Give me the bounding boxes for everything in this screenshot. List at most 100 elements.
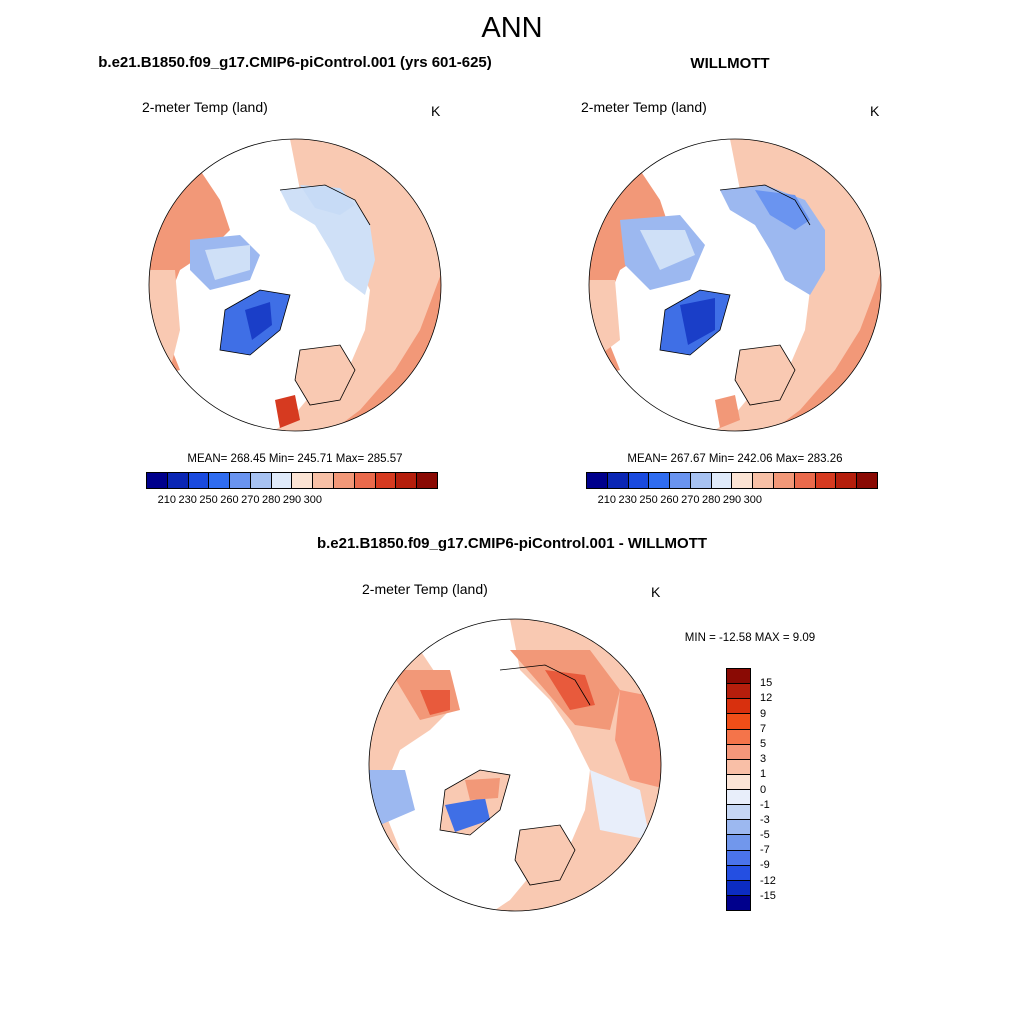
colorbar-tick-label: -5	[760, 829, 770, 842]
colorbar-tick-label: 12	[760, 692, 773, 705]
model-polar-map	[148, 138, 442, 432]
colorbar-tick-label: 300	[743, 494, 763, 506]
colorbar-swatch	[753, 473, 775, 488]
colorbar-swatch	[727, 759, 750, 775]
colorbar-swatch	[188, 473, 210, 488]
british-isles-region	[275, 395, 300, 428]
colorbar-tick-label: 290	[282, 494, 302, 506]
colorbar-swatch	[396, 473, 418, 488]
colorbar-swatch	[607, 473, 629, 488]
colorbar-swatch	[250, 473, 272, 488]
colorbar-swatch	[167, 473, 189, 488]
colorbar-tick-label: 210	[157, 494, 177, 506]
colorbar-swatch	[727, 714, 750, 730]
colorbar-tick-label: 230	[618, 494, 637, 506]
colorbar-tick-label: -12	[760, 874, 776, 887]
colorbar-tick-label: -7	[760, 844, 770, 857]
colorbar-tick-label: 1	[760, 768, 767, 781]
colorbar-swatch	[815, 473, 837, 488]
diff-colorbar	[726, 668, 751, 911]
diff-units-label: K	[651, 584, 661, 600]
colorbar-swatch	[727, 699, 750, 715]
colorbar-tick-label: 9	[760, 707, 767, 720]
diff-panel-title: b.e21.B1850.f09_g17.CMIP6-piControl.001 …	[316, 535, 708, 552]
colorbar-swatch	[375, 473, 397, 488]
colorbar-swatch	[727, 790, 750, 806]
obs-stats-label: MEAN= 267.67 Min= 242.06 Max= 283.26	[627, 453, 843, 465]
colorbar-swatch	[670, 473, 691, 488]
model-stats-label: MEAN= 268.45 Min= 245.71 Max= 285.57	[187, 453, 403, 465]
colorbar-tick-label: 280	[261, 494, 281, 506]
colorbar-tick-label: 300	[303, 494, 323, 506]
colorbar-swatch	[354, 473, 376, 488]
colorbar-tick-label: 290	[722, 494, 742, 506]
diff-variable-label: 2-meter Temp (land)	[362, 581, 488, 597]
colorbar-tick-label: -1	[760, 798, 770, 811]
colorbar-tick-label: 260	[660, 494, 679, 506]
colorbar-swatch	[147, 473, 168, 488]
diff-colorbar-ticks: 15 12 9 7 5 3 1 0 -1 -3 -5 -7 -9 -12 -15	[760, 668, 800, 911]
colorbar-swatch	[732, 473, 754, 488]
colorbar-swatch	[727, 684, 750, 700]
colorbar-swatch	[774, 473, 795, 488]
colorbar-swatch	[727, 895, 750, 910]
colorbar-swatch	[690, 473, 712, 488]
colorbar-swatch	[334, 473, 355, 488]
colorbar-swatch	[230, 473, 251, 488]
colorbar-swatch	[727, 669, 750, 685]
colorbar-swatch	[727, 805, 750, 821]
colorbar-swatch	[313, 473, 335, 488]
colorbar-swatch	[857, 473, 877, 488]
model-colorbar	[146, 472, 438, 489]
diff-polar-map	[368, 618, 662, 912]
colorbar-tick-label: 230	[178, 494, 197, 506]
colorbar-swatch	[711, 473, 733, 488]
obs-panel-title: WILLMOTT	[690, 55, 770, 72]
colorbar-tick-label: -9	[760, 859, 770, 872]
colorbar-swatch	[836, 473, 858, 488]
colorbar-tick-label: -15	[760, 889, 776, 902]
colorbar-swatch	[271, 473, 293, 488]
colorbar-tick-label: 0	[760, 783, 767, 796]
obs-units-label: K	[870, 103, 880, 119]
colorbar-tick-label: 260	[220, 494, 239, 506]
diff-stats-label: MIN = -12.58 MAX = 9.09	[684, 632, 816, 644]
colorbar-tick-label: 270	[681, 494, 700, 506]
siberia-region	[280, 185, 375, 295]
colorbar-tick-label: 15	[760, 677, 773, 690]
colorbar-tick-label: 210	[597, 494, 617, 506]
colorbar-swatch	[727, 744, 750, 760]
obs-variable-label: 2-meter Temp (land)	[581, 99, 707, 115]
model-units-label: K	[431, 103, 441, 119]
colorbar-swatch	[649, 473, 671, 488]
page-title: ANN	[481, 12, 543, 44]
colorbar-swatch	[209, 473, 231, 488]
colorbar-tick-label: 280	[701, 494, 721, 506]
colorbar-tick-label: -3	[760, 813, 770, 826]
colorbar-swatch	[727, 880, 750, 896]
colorbar-swatch	[727, 820, 750, 836]
colorbar-swatch	[628, 473, 650, 488]
obs-colorbar	[586, 472, 878, 489]
colorbar-swatch	[292, 473, 314, 488]
colorbar-swatch	[794, 473, 816, 488]
colorbar-swatch	[417, 473, 437, 488]
model-panel-title: b.e21.B1850.f09_g17.CMIP6-piControl.001 …	[98, 54, 492, 71]
colorbar-swatch	[727, 774, 750, 790]
model-variable-label: 2-meter Temp (land)	[142, 99, 268, 115]
colorbar-tick-label: 3	[760, 753, 767, 766]
colorbar-tick-label: 250	[199, 494, 218, 506]
obs-colorbar-ticks: 210 230 250 260 270 280 290 300	[586, 494, 878, 508]
colorbar-swatch	[727, 865, 750, 881]
colorbar-swatch	[727, 729, 750, 745]
british-isles-region	[715, 395, 740, 428]
colorbar-swatch	[587, 473, 608, 488]
colorbar-tick-label: 250	[639, 494, 658, 506]
colorbar-tick-label: 7	[760, 722, 767, 735]
colorbar-tick-label: 270	[241, 494, 260, 506]
obs-polar-map	[588, 138, 882, 432]
colorbar-swatch	[727, 850, 750, 866]
model-colorbar-ticks: 210 230 250 260 270 280 290 300	[146, 494, 438, 508]
colorbar-swatch	[727, 835, 750, 851]
colorbar-tick-label: 5	[760, 737, 767, 750]
